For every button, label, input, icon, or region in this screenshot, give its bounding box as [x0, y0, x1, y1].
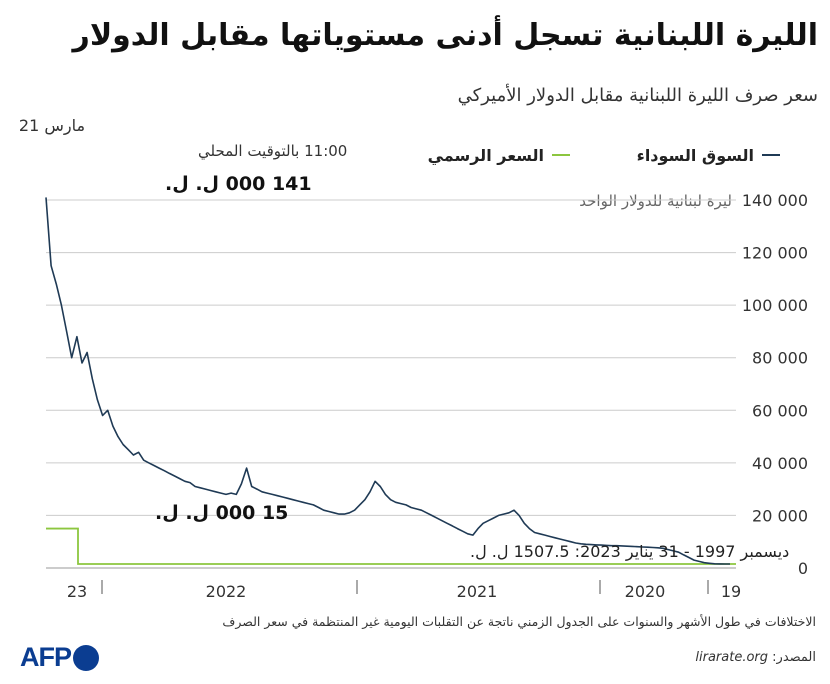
annotation-date: 21 مارس	[19, 116, 85, 136]
afp-logo-dot	[73, 644, 99, 671]
series-line-official	[46, 527, 736, 565]
legend-swatch-black-market	[762, 154, 780, 156]
y-tick-label: 80 000	[752, 349, 808, 368]
chart-subtitle: سعر صرف الليرة اللبنانية مقابل الدولار ا…	[457, 85, 818, 106]
legend-label-black-market: السوق السوداء	[636, 145, 754, 165]
annotation-time: 11:00 بالتوقيت المحلي	[198, 142, 347, 161]
legend-item-black-market: السوق السوداء	[637, 144, 780, 166]
legend-item-official: السعر الرسمي	[428, 144, 570, 166]
x-tick-label: 23	[67, 582, 87, 601]
series-lines	[45, 197, 736, 565]
source-label: المصدر:	[772, 650, 816, 665]
y-tick-label: 100 000	[742, 296, 808, 315]
x-tick-label: 2022	[206, 582, 247, 601]
y-tick-label: 20 000	[752, 506, 808, 525]
x-tick-label: 2020	[625, 582, 666, 601]
series-line-black-market	[45, 197, 730, 565]
y-axis-label: ليرة لبنانية للدولار الواحد	[579, 192, 732, 210]
legend-label-official: السعر الرسمي	[427, 145, 544, 165]
annotations: 21 مارس 11:00 بالتوقيت المحلي 141 000 ل.…	[19, 116, 789, 562]
x-tick-label: 19	[721, 582, 741, 601]
annotation-peak-value: 141 000 ل. ل.	[165, 173, 312, 195]
x-tick-label: 2021	[457, 582, 498, 601]
source-line: المصدر: lirarate.org	[695, 650, 816, 665]
y-tick-label: 0	[798, 559, 808, 578]
chart-title: الليرة اللبنانية تسجل أدنى مستوياتها مقا…	[72, 18, 818, 53]
grid-lines	[46, 199, 736, 569]
afp-logo-text: AFP	[20, 642, 72, 672]
afp-logo: AFP	[20, 642, 99, 673]
y-tick-label: 60 000	[752, 401, 808, 420]
legend-swatch-official	[552, 154, 570, 156]
annotation-official-new: 15 000 ل. ل.	[155, 502, 288, 524]
footnote: الاختلافات في طول الأشهر والسنوات على ال…	[222, 614, 816, 629]
y-tick-labels: 0 20 000 40 000 60 000 80 000 100 000 120 000 1…	[742, 191, 808, 578]
source-value: lirarate.org	[695, 650, 769, 665]
y-tick-label: 40 000	[752, 454, 808, 473]
annotation-official-old: ديسمبر 1997 - 31 يناير 2023: 1507.5 ل. ل…	[470, 542, 789, 562]
y-tick-label: 120 000	[742, 244, 808, 263]
y-tick-label: 140 000	[742, 191, 808, 210]
x-tick-labels: 19 2020 2021 2022 23	[67, 580, 741, 601]
